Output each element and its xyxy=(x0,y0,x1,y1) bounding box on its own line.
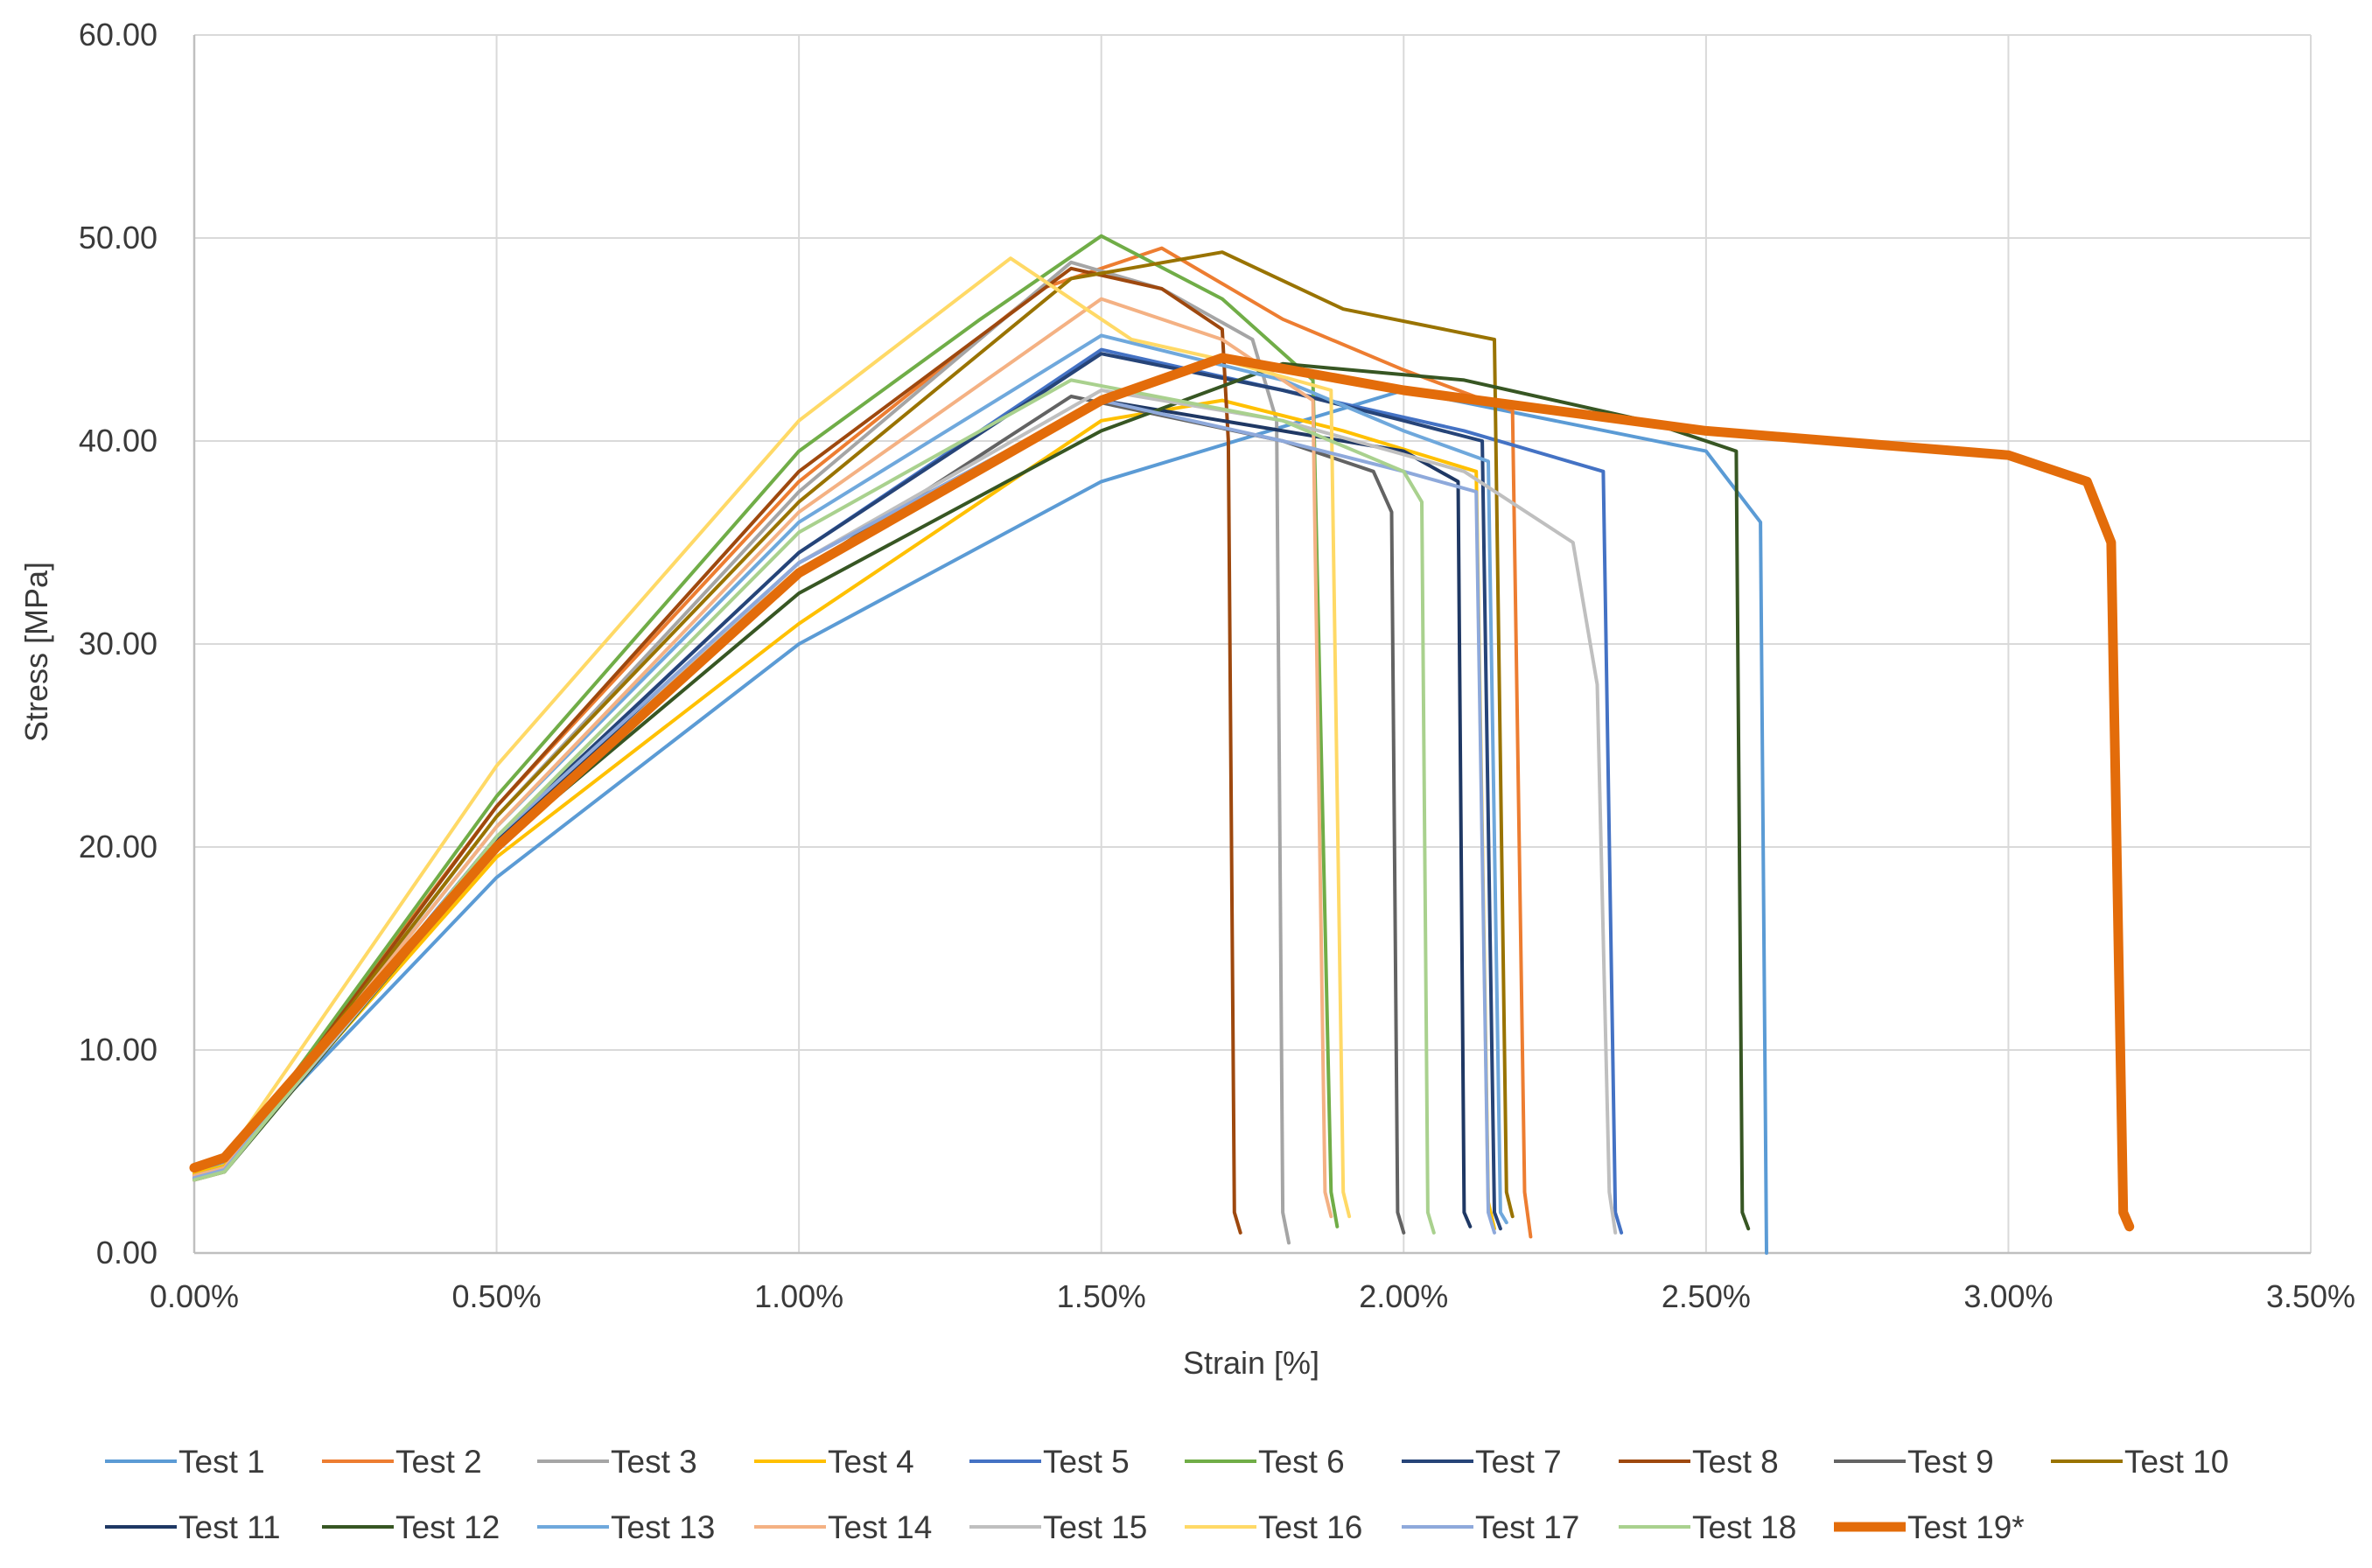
tick-labels: 0.00 10.00 20.00 30.00 40.00 50.00 60.00 0.00% 0… xyxy=(79,17,2355,1314)
y-tick-label: 50.00 xyxy=(79,220,157,256)
legend-label-test-1: Test 1 xyxy=(178,1444,265,1480)
series-line-test-16 xyxy=(192,256,1352,1219)
y-tick-label: 10.00 xyxy=(79,1032,157,1068)
legend-label-test-4: Test 4 xyxy=(828,1444,914,1480)
y-tick-label: 40.00 xyxy=(79,423,157,458)
x-tick-label: 3.50% xyxy=(2266,1278,2355,1314)
legend-label-test-7: Test 7 xyxy=(1475,1444,1562,1480)
series-line-test-10 xyxy=(192,250,1515,1219)
legend-label-test-16: Test 16 xyxy=(1258,1509,1362,1545)
legend-label-test-15: Test 15 xyxy=(1043,1509,1147,1545)
legend-label-test-13: Test 13 xyxy=(611,1509,715,1545)
x-tick-label: 2.50% xyxy=(1662,1278,1751,1314)
series-line-test-8 xyxy=(192,266,1242,1235)
legend-label-test-8: Test 8 xyxy=(1692,1444,1779,1480)
legend-label-test-2: Test 2 xyxy=(395,1444,482,1480)
x-tick-label: 2.00% xyxy=(1359,1278,1448,1314)
legend-label-test-18: Test 18 xyxy=(1692,1509,1796,1545)
legend-label-test-6: Test 6 xyxy=(1258,1444,1345,1480)
legend-label-test-3: Test 3 xyxy=(611,1444,697,1480)
x-tick-label: 3.00% xyxy=(1963,1278,2053,1314)
x-tick-label: 0.50% xyxy=(452,1278,542,1314)
x-axis-title: Strain [%] xyxy=(1183,1345,1319,1381)
y-axis-title: Stress [MPa] xyxy=(18,562,54,742)
legend-label-test-5: Test 5 xyxy=(1043,1444,1130,1480)
axes xyxy=(192,35,2311,1255)
legend-label-test-9: Test 9 xyxy=(1907,1444,1994,1480)
legend-label-test-19: Test 19* xyxy=(1907,1509,2025,1545)
y-tick-label: 0.00 xyxy=(96,1235,157,1270)
legend-label-test-14: Test 14 xyxy=(828,1509,932,1545)
legend-label-test-11: Test 11 xyxy=(178,1509,281,1545)
series-line-test-19 xyxy=(189,353,2135,1232)
legend-label-test-12: Test 12 xyxy=(395,1509,500,1545)
series-line-test-1 xyxy=(192,388,1768,1255)
y-tick-label: 20.00 xyxy=(79,829,157,864)
x-tick-label: 0.00% xyxy=(150,1278,239,1314)
series-layer xyxy=(189,234,2135,1255)
legend-label-test-10: Test 10 xyxy=(2124,1444,2229,1480)
legend-label-test-17: Test 17 xyxy=(1475,1509,1579,1545)
legend: Test 1 Test 2 Test 3 Test 4 Test 5 Test 6 Test… xyxy=(105,1444,2229,1545)
y-tick-label: 30.00 xyxy=(79,626,157,662)
x-tick-label: 1.00% xyxy=(754,1278,843,1314)
y-tick-label: 60.00 xyxy=(79,17,157,52)
x-tick-label: 1.50% xyxy=(1057,1278,1146,1314)
